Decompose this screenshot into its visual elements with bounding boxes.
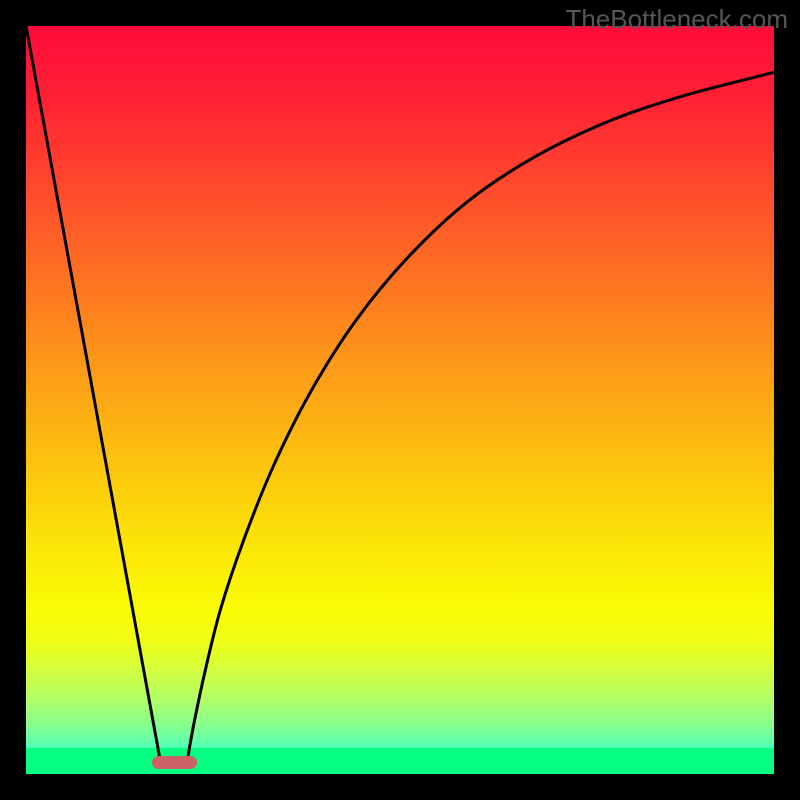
bottleneck-curve-right: [187, 72, 774, 762]
watermark-text: TheBottleneck.com: [565, 4, 788, 35]
bottleneck-chart: TheBottleneck.com: [0, 0, 800, 800]
chart-plot-area: [26, 26, 774, 774]
bottleneck-curve-left: [26, 26, 161, 763]
optimal-point-marker: [152, 756, 197, 769]
chart-curves: [26, 26, 774, 774]
